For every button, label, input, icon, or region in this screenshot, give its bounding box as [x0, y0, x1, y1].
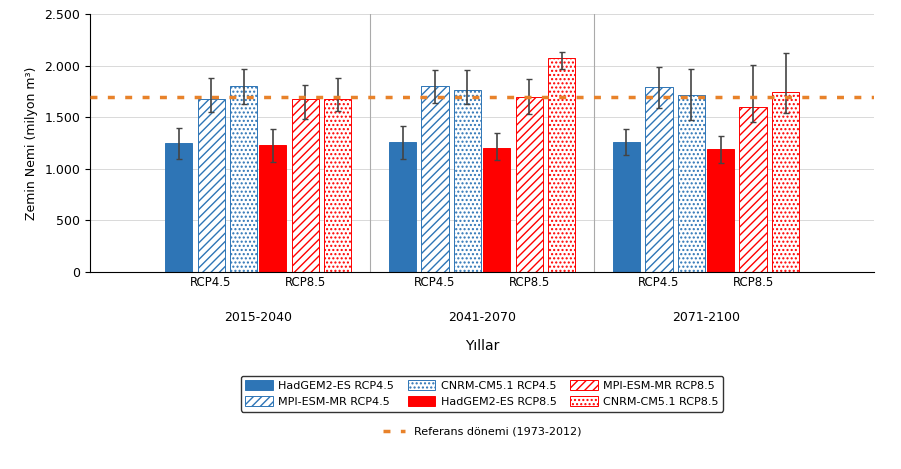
- Legend: Referans dönemi (1973-2012): Referans dönemi (1973-2012): [378, 422, 586, 441]
- Text: 2015-2040: 2015-2040: [224, 311, 292, 324]
- Bar: [740, 107, 767, 272]
- Bar: [389, 142, 416, 272]
- Bar: [422, 86, 449, 272]
- Bar: [197, 98, 224, 272]
- Bar: [292, 98, 319, 272]
- Bar: [165, 143, 192, 272]
- Bar: [230, 86, 257, 272]
- Bar: [613, 142, 640, 272]
- X-axis label: Yıllar: Yıllar: [465, 339, 499, 353]
- Bar: [515, 97, 542, 272]
- Bar: [324, 98, 351, 272]
- Bar: [772, 92, 799, 272]
- Bar: [483, 148, 510, 272]
- Bar: [678, 95, 705, 272]
- Bar: [707, 149, 734, 272]
- Text: 2041-2070: 2041-2070: [448, 311, 516, 324]
- Bar: [454, 91, 481, 272]
- Bar: [548, 59, 575, 272]
- Text: 2071-2100: 2071-2100: [672, 311, 740, 324]
- Y-axis label: Zemin Nemi (milyon m³): Zemin Nemi (milyon m³): [24, 66, 38, 220]
- Bar: [645, 87, 672, 272]
- Bar: [259, 145, 287, 272]
